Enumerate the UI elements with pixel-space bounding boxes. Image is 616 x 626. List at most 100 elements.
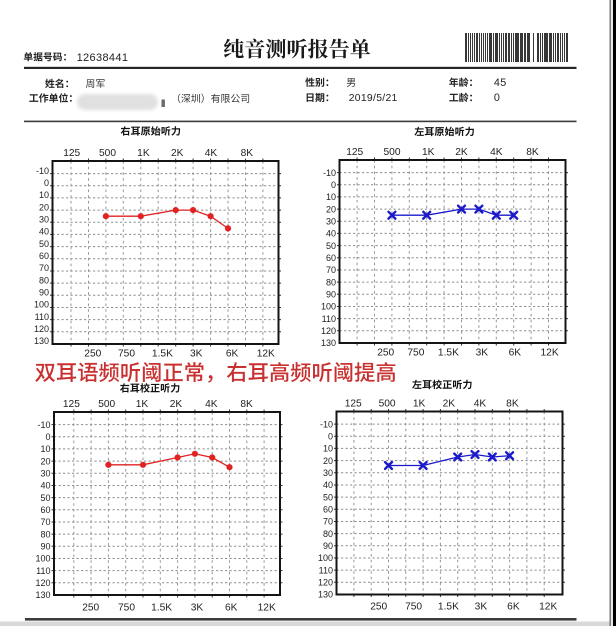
svg-text:250: 250	[377, 348, 394, 359]
svg-text:1K: 1K	[136, 399, 149, 410]
svg-text:12K: 12K	[257, 349, 275, 360]
svg-text:10: 10	[40, 444, 50, 454]
svg-text:12638441: 12638441	[77, 52, 129, 64]
svg-text:90: 90	[326, 290, 336, 300]
svg-text:0: 0	[45, 432, 50, 442]
svg-text:70: 70	[323, 517, 333, 527]
svg-text:125: 125	[63, 148, 80, 159]
svg-text:20: 20	[323, 456, 333, 466]
svg-text:2K: 2K	[171, 148, 184, 159]
svg-text:8K: 8K	[506, 399, 519, 410]
svg-text:130: 130	[35, 590, 50, 600]
svg-text:90: 90	[39, 288, 49, 298]
svg-text:-10: -10	[36, 166, 49, 176]
svg-text:100: 100	[321, 302, 336, 312]
svg-text:45: 45	[494, 77, 507, 89]
svg-text:30: 30	[39, 215, 49, 225]
svg-text:2K: 2K	[455, 147, 468, 158]
svg-text:110: 110	[36, 566, 50, 576]
svg-text:60: 60	[39, 251, 49, 261]
svg-text:2K: 2K	[170, 399, 183, 410]
svg-text:-10: -10	[37, 420, 50, 430]
svg-text:1.5K: 1.5K	[152, 349, 173, 360]
svg-text:1.5K: 1.5K	[438, 602, 459, 613]
svg-text:6K: 6K	[225, 603, 238, 614]
svg-text:110: 110	[319, 565, 333, 575]
svg-text:100: 100	[35, 554, 50, 564]
svg-text:50: 50	[323, 492, 333, 502]
svg-text:4K: 4K	[205, 399, 218, 410]
svg-text:40: 40	[323, 480, 333, 490]
svg-text:30: 30	[323, 468, 333, 478]
svg-text:8K: 8K	[241, 148, 254, 159]
svg-text:1K: 1K	[413, 399, 426, 410]
svg-text:6K: 6K	[507, 602, 520, 613]
svg-text:70: 70	[326, 265, 336, 275]
svg-text:50: 50	[326, 241, 336, 251]
svg-text:110: 110	[35, 312, 49, 322]
svg-text:0: 0	[328, 432, 333, 442]
svg-text:4K: 4K	[205, 148, 218, 159]
svg-text:130: 130	[321, 338, 336, 348]
svg-text:70: 70	[39, 263, 49, 273]
svg-text:500: 500	[98, 399, 115, 410]
svg-text:-10: -10	[320, 419, 333, 429]
svg-text:0: 0	[44, 178, 49, 188]
svg-text:40: 40	[40, 481, 50, 491]
svg-text:250: 250	[82, 603, 99, 614]
svg-text:80: 80	[39, 275, 49, 285]
svg-text:12K: 12K	[539, 602, 557, 613]
svg-text:1K: 1K	[137, 148, 150, 159]
svg-text:0: 0	[331, 180, 336, 190]
svg-text:70: 70	[40, 517, 50, 527]
svg-text:60: 60	[326, 253, 336, 263]
svg-text:3K: 3K	[191, 603, 204, 614]
svg-text:3K: 3K	[190, 349, 203, 360]
svg-text:750: 750	[407, 348, 424, 359]
svg-text:10: 10	[323, 444, 333, 454]
svg-text:6K: 6K	[226, 349, 239, 360]
svg-text:750: 750	[405, 602, 422, 613]
svg-text:120: 120	[321, 326, 336, 336]
svg-text:4K: 4K	[474, 399, 487, 410]
svg-text:30: 30	[40, 469, 50, 479]
svg-text:80: 80	[40, 529, 50, 539]
svg-text:50: 50	[40, 493, 50, 503]
svg-text:90: 90	[323, 541, 333, 551]
svg-text:3K: 3K	[475, 602, 488, 613]
svg-text:0: 0	[494, 92, 500, 104]
svg-text:12K: 12K	[258, 603, 276, 614]
svg-text:12K: 12K	[541, 348, 559, 359]
svg-text:1K: 1K	[422, 147, 435, 158]
svg-text:125: 125	[63, 399, 80, 410]
svg-text:500: 500	[99, 148, 116, 159]
svg-text:30: 30	[326, 217, 336, 227]
svg-text:90: 90	[40, 542, 50, 552]
svg-text:4K: 4K	[490, 147, 503, 158]
svg-text:500: 500	[384, 147, 401, 158]
svg-text:125: 125	[346, 147, 363, 158]
svg-text:20: 20	[39, 202, 49, 212]
svg-text:80: 80	[323, 529, 333, 539]
svg-text:1.5K: 1.5K	[151, 603, 172, 614]
svg-text:130: 130	[318, 590, 333, 600]
svg-text:40: 40	[39, 227, 49, 237]
svg-text:120: 120	[318, 578, 333, 588]
svg-text:120: 120	[35, 578, 50, 588]
svg-text:50: 50	[39, 239, 49, 249]
svg-text:60: 60	[40, 505, 50, 515]
svg-text:130: 130	[34, 336, 49, 346]
svg-text:110: 110	[322, 314, 336, 324]
svg-text:60: 60	[323, 505, 333, 515]
svg-text:8K: 8K	[526, 147, 539, 158]
svg-text:-10: -10	[323, 168, 336, 178]
svg-text:8K: 8K	[240, 399, 253, 410]
svg-text:10: 10	[326, 192, 336, 202]
svg-text:750: 750	[118, 349, 135, 360]
svg-text:40: 40	[326, 229, 336, 239]
svg-text:250: 250	[84, 349, 101, 360]
svg-text:125: 125	[345, 399, 362, 410]
svg-text:750: 750	[118, 603, 135, 614]
svg-text:1.5K: 1.5K	[438, 348, 459, 359]
svg-text:3K: 3K	[476, 348, 489, 359]
